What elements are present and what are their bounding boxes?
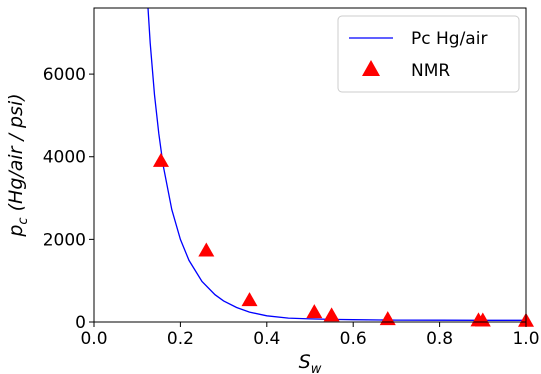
nmr-point	[152, 152, 169, 167]
x-axis-title: Sw	[299, 351, 322, 374]
legend-triangle-swatch	[362, 60, 380, 76]
x-tick-label: 0.4	[253, 329, 280, 349]
x-tick-label: 0.6	[340, 329, 367, 349]
legend: Pc Hg/air NMR	[337, 15, 520, 93]
y-axis-ticks: 0 2000 4000 6000	[43, 65, 94, 333]
x-axis-ticks: 0.0 0.2 0.4 0.6 0.8 1.0	[80, 322, 540, 349]
nmr-marker-layer	[152, 152, 534, 327]
pc-curve-layer	[147, 8, 526, 321]
x-tick-label: 1.0	[512, 329, 539, 349]
nmr-point	[241, 292, 258, 307]
legend-box	[337, 15, 520, 93]
x-axis-title-sub: w	[311, 362, 322, 374]
y-axis-title-sub: c	[16, 217, 31, 224]
y-tick-label: 4000	[43, 148, 86, 168]
y-axis-title: pc (Hg/air / psi)	[5, 93, 31, 237]
y-tick-label: 6000	[43, 65, 86, 85]
nmr-point	[474, 312, 491, 327]
x-axis-title-main: S	[299, 351, 311, 373]
nmr-point	[323, 307, 340, 322]
nmr-point	[198, 242, 215, 257]
nmr-point	[306, 304, 323, 319]
y-tick-label: 2000	[43, 230, 86, 250]
y-axis-title-p: p	[5, 225, 27, 238]
x-tick-label: 0.8	[426, 329, 453, 349]
y-tick-label: 0	[75, 313, 86, 333]
legend-label-nmr: NMR	[411, 61, 450, 81]
legend-label-pc: Pc Hg/air	[411, 29, 487, 49]
nmr-point	[379, 311, 396, 326]
pc-curve-line	[147, 8, 526, 321]
x-tick-label: 0.0	[80, 329, 107, 349]
y-axis-title-rest: (Hg/air / psi)	[5, 93, 27, 217]
x-tick-label: 0.2	[167, 329, 194, 349]
plot-frame	[93, 7, 527, 323]
